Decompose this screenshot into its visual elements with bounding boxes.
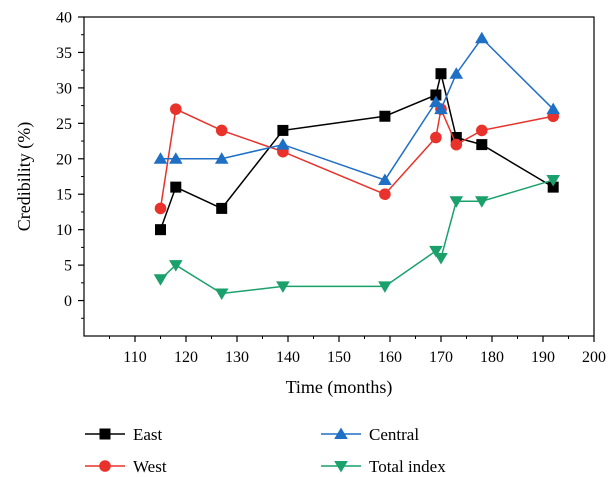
- legend-item-west: West: [85, 457, 167, 476]
- series-line-west: [159, 106, 554, 209]
- series-total-index: [153, 175, 560, 300]
- data-point-central: [475, 31, 489, 44]
- data-point-east: [379, 110, 391, 122]
- data-point-west: [430, 131, 442, 144]
- legend-label: East: [133, 425, 163, 444]
- y-tick-label: 20: [56, 151, 72, 168]
- legend-item-east: East: [85, 425, 163, 444]
- axis-layer: 110 120 130 140 150 160 170 180 190 200 0 5 10 15 20 25…: [56, 10, 606, 367]
- data-point-west: [154, 202, 167, 215]
- x-tick-label: 150: [327, 349, 351, 366]
- x-tick-label: 200: [582, 349, 606, 366]
- legend-marker-east: [99, 428, 111, 440]
- x-tick-label: 170: [429, 349, 453, 366]
- data-point-central: [449, 67, 464, 79]
- series-line-central: [160, 37, 554, 181]
- x-axis-title: Time (months): [286, 377, 393, 398]
- data-point-total-index: [475, 196, 489, 208]
- data-point-east: [216, 202, 228, 214]
- y-tick-label: 25: [56, 116, 72, 133]
- data-point-total-index: [276, 281, 290, 293]
- legend-label: Central: [369, 425, 419, 444]
- data-point-total-index: [169, 260, 183, 272]
- data-point-central: [169, 152, 183, 164]
- data-point-east: [430, 89, 442, 101]
- data-point-east: [450, 132, 462, 144]
- data-point-total-index: [153, 274, 168, 286]
- x-tick-label: 120: [174, 349, 198, 366]
- legend-label: Total index: [369, 457, 446, 476]
- data-point-east: [435, 68, 447, 80]
- data-point-central: [214, 152, 229, 164]
- y-tick-label: 5: [64, 258, 72, 275]
- y-tick-label: 10: [56, 222, 72, 239]
- legend-label: West: [133, 457, 167, 476]
- x-tick-label: 160: [378, 349, 402, 366]
- x-tick-label: 110: [123, 349, 146, 366]
- data-point-central: [153, 152, 168, 164]
- data-point-east: [547, 181, 559, 193]
- legend-item-total-index: Total index: [321, 457, 446, 476]
- x-tick-label: 190: [531, 349, 555, 366]
- data-point-west: [450, 138, 463, 151]
- series-line-total-index: [159, 179, 554, 295]
- legend-marker-west: [99, 460, 111, 472]
- x-tick-label: 130: [225, 349, 249, 366]
- data-point-total-index: [378, 281, 392, 293]
- legend-marker-total-index: [334, 461, 348, 473]
- series-central: [153, 31, 560, 186]
- data-point-central: [546, 102, 560, 115]
- data-point-east: [155, 224, 166, 236]
- series-layer: [153, 31, 560, 300]
- data-point-total-index: [214, 288, 229, 300]
- legend: East West Central Total index: [85, 425, 446, 476]
- data-point-west: [215, 124, 228, 137]
- plot-frame: [83, 16, 595, 337]
- data-point-east: [170, 181, 182, 193]
- y-tick-label: 0: [64, 293, 72, 310]
- data-point-central: [276, 138, 290, 150]
- y-tick-label: 35: [56, 45, 72, 62]
- legend-marker-central: [334, 427, 348, 439]
- data-point-central: [378, 173, 392, 186]
- y-axis-title: Credibility (%): [14, 122, 35, 231]
- data-point-total-index: [546, 175, 560, 187]
- data-point-west: [170, 103, 182, 115]
- data-point-central: [434, 102, 448, 115]
- x-tick-label: 140: [276, 349, 300, 366]
- y-tick-label: 30: [56, 80, 72, 97]
- data-point-west: [476, 124, 488, 137]
- y-tick-label: 15: [56, 187, 72, 204]
- data-point-total-index: [434, 253, 448, 265]
- series-line-east: [159, 73, 554, 230]
- x-tick-label: 180: [480, 349, 504, 366]
- data-point-west: [379, 188, 391, 201]
- data-point-total-index: [449, 196, 464, 208]
- legend-item-central: Central: [321, 425, 419, 444]
- data-point-total-index: [429, 245, 443, 258]
- series-east: [155, 68, 559, 236]
- data-point-central: [429, 95, 443, 108]
- data-point-east: [277, 124, 289, 136]
- y-tick-label: 40: [56, 10, 72, 27]
- data-point-east: [476, 139, 488, 151]
